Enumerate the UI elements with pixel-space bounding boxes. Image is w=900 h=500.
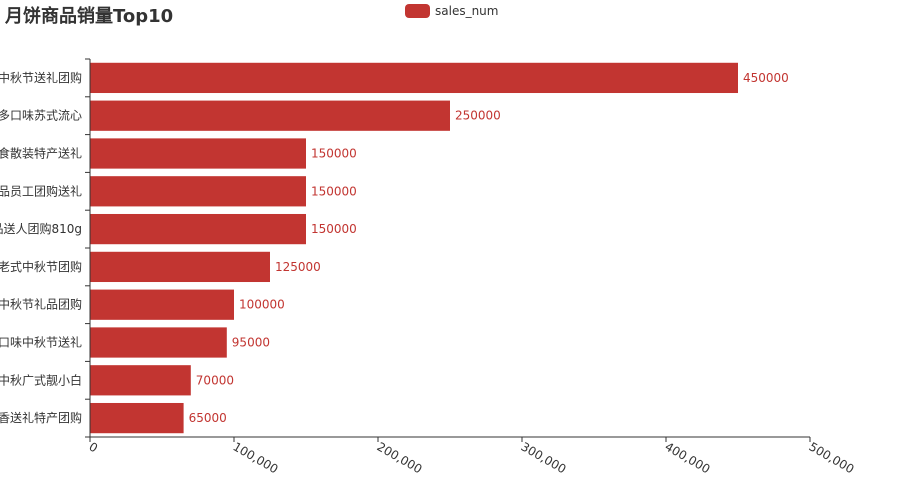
bar[interactable]	[90, 365, 191, 396]
x-tick-label: 100,000	[231, 439, 281, 476]
bar[interactable]	[90, 289, 234, 320]
y-tick-label: 中秋节礼品团购	[0, 297, 82, 312]
x-tick-label: 500,000	[807, 439, 857, 476]
bar[interactable]	[90, 176, 306, 207]
x-tick-label: 0	[87, 439, 101, 455]
legend-label: sales_num	[435, 4, 499, 18]
bar-value-label: 150000	[311, 147, 357, 161]
bar[interactable]	[90, 138, 306, 169]
bar-value-label: 95000	[232, 336, 270, 350]
legend[interactable]: sales_num	[405, 4, 498, 18]
x-tick-label: 300,000	[519, 439, 569, 476]
y-tick-label: 香送礼特产团购	[0, 410, 82, 425]
bar-value-label: 125000	[275, 260, 321, 274]
y-tick-label: 老式中秋节团购	[0, 259, 82, 274]
chart-title: 月饼商品销量Top10	[5, 6, 174, 27]
bar-value-label: 70000	[196, 373, 234, 387]
bars-group	[90, 62, 738, 434]
bar-value-label: 150000	[311, 184, 357, 198]
legend-swatch	[405, 4, 430, 18]
y-tick-label: 口味中秋节送礼	[0, 335, 82, 350]
y-tick-label: 中秋广式靓小白	[0, 372, 82, 387]
bar-value-label: 250000	[455, 109, 501, 123]
bar[interactable]	[90, 251, 270, 283]
x-tick-label: 400,000	[663, 439, 713, 476]
bar-value-label: 100000	[239, 298, 285, 312]
bar-value-label: 65000	[189, 411, 227, 425]
bar[interactable]	[90, 100, 450, 131]
bar-labels-group: 450000 250000 150000 150000 150000 125000 1000…	[189, 71, 789, 425]
y-tick-label: 食散装特产送礼	[0, 146, 82, 161]
bar[interactable]	[90, 327, 227, 358]
bar[interactable]	[90, 62, 738, 94]
x-axis: 0 100,000 200,000 300,000 400,000 500,000	[87, 436, 857, 476]
bar-value-label: 450000	[743, 71, 789, 85]
x-tick-label: 200,000	[375, 439, 425, 476]
y-tick-label: 中秋节送礼团购	[0, 70, 82, 85]
y-tick-label: 品员工团购送礼	[0, 183, 82, 198]
y-tick-label: 品送人团购810g	[0, 221, 82, 236]
bar[interactable]	[90, 213, 306, 245]
bar-value-label: 150000	[311, 222, 357, 236]
bar[interactable]	[90, 402, 184, 434]
y-tick-label: 多口味苏式流心	[0, 109, 82, 123]
